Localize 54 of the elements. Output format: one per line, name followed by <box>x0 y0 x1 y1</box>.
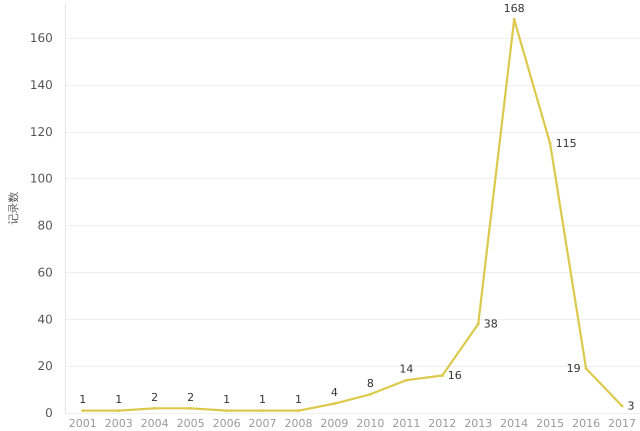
x-tick-label: 2001 <box>68 417 97 430</box>
y-tick-label: 120 <box>30 124 53 139</box>
data-label: 2 <box>151 390 158 404</box>
data-label: 38 <box>484 317 498 330</box>
x-tick-label: 2005 <box>176 417 205 430</box>
y-tick-label: 60 <box>38 265 53 280</box>
data-label: 168 <box>504 2 525 15</box>
y-tick-label: 40 <box>38 312 53 326</box>
y-tick-label: 20 <box>38 359 53 374</box>
data-label: 16 <box>448 369 462 382</box>
point <box>296 409 300 412</box>
point <box>368 392 372 396</box>
data-label: 1 <box>79 393 86 406</box>
x-tick-label: 2006 <box>212 417 241 430</box>
x-tick-label: 2016 <box>572 417 600 430</box>
y-tick-label: 80 <box>38 218 53 233</box>
data-label: 1 <box>294 393 302 406</box>
x-tick-label: 2014 <box>500 417 528 430</box>
data-label: 1 <box>259 393 266 406</box>
line-series <box>81 18 624 412</box>
data-label: 3 <box>628 399 635 412</box>
point <box>153 406 156 410</box>
data-label: 2 <box>187 390 194 404</box>
y-axis-title: 记录数 <box>7 192 20 224</box>
point <box>476 322 480 326</box>
point <box>548 142 552 146</box>
x-tick-label: 2007 <box>248 417 277 430</box>
y-tick-label: 0 <box>45 406 53 420</box>
x-tick-label: 2017 <box>608 417 636 430</box>
x-tick-label: 2010 <box>356 417 384 430</box>
x-tick-label: 2004 <box>140 417 169 430</box>
data-label: 8 <box>366 376 374 390</box>
y-tick-label: 100 <box>30 172 53 186</box>
x-tick-label: 2003 <box>104 417 133 430</box>
data-label: 115 <box>556 137 577 150</box>
point <box>332 402 336 406</box>
x-tick-label: 2012 <box>428 417 456 430</box>
point <box>81 409 84 412</box>
y-tick-label: 140 <box>30 78 53 92</box>
point <box>261 409 264 412</box>
point <box>512 18 516 21</box>
point <box>189 406 192 410</box>
data-label: 14 <box>399 362 414 376</box>
data-label: 19 <box>566 362 581 375</box>
x-tick-label: 2011 <box>392 417 420 430</box>
x-tick-label: 2008 <box>284 417 312 430</box>
x-tick-label: 2015 <box>536 417 564 430</box>
point <box>404 378 408 382</box>
x-tick-label: 2013 <box>464 417 492 430</box>
data-label: 1 <box>115 393 122 406</box>
data-label: 4 <box>330 386 338 400</box>
data-label: 1 <box>223 393 230 406</box>
y-tick-label: 160 <box>30 31 53 46</box>
x-tick-label: 2009 <box>320 417 348 430</box>
